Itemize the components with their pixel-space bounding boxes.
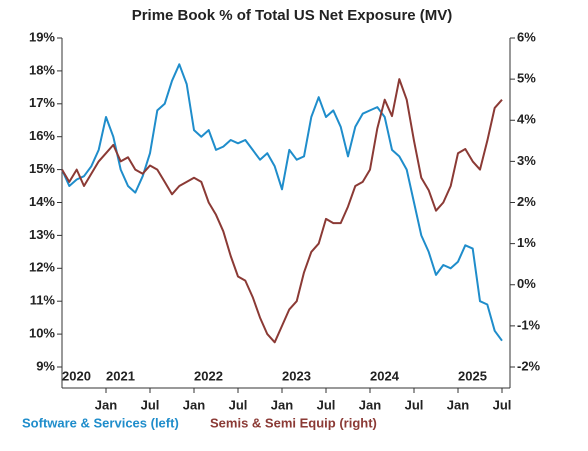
year-label: 2022	[194, 368, 223, 383]
legend-label: Semis & Semi Equip (right)	[210, 415, 377, 430]
y-tick-label: 15%	[29, 161, 55, 176]
y-tick-label: 11%	[30, 293, 56, 308]
x-tick-label: Jul	[493, 397, 512, 412]
year-label: 2021	[106, 368, 135, 383]
y2-tick-label: -1%	[517, 317, 541, 332]
y2-tick-label: 5%	[517, 71, 536, 86]
x-tick-label: Jan	[271, 397, 293, 412]
y-tick-label: 16%	[29, 128, 55, 143]
year-label: 2025	[458, 368, 487, 383]
x-tick-label: Jul	[405, 397, 424, 412]
x-tick-label: Jul	[141, 397, 160, 412]
y-tick-label: 19%	[29, 29, 55, 44]
y-tick-label: 18%	[29, 62, 55, 77]
series-line	[61, 63, 503, 342]
y2-tick-label: 0%	[517, 276, 536, 291]
y-tick-label: 12%	[29, 260, 55, 275]
chart-title: Prime Book % of Total US Net Exposure (M…	[132, 7, 453, 24]
y2-tick-label: 2%	[517, 194, 536, 209]
y-tick-label: 17%	[29, 95, 55, 110]
series-line	[61, 78, 503, 344]
y-tick-label: 13%	[29, 227, 55, 242]
y-tick-label: 10%	[29, 326, 55, 341]
year-label: 2024	[370, 368, 400, 383]
x-tick-label: Jan	[447, 397, 469, 412]
x-tick-label: Jan	[95, 397, 117, 412]
y2-tick-label: 3%	[517, 153, 536, 168]
year-label: 2023	[282, 368, 311, 383]
y2-tick-label: 1%	[517, 235, 536, 250]
x-tick-label: Jan	[359, 397, 381, 412]
y2-tick-label: 6%	[517, 29, 536, 44]
y-tick-label: 14%	[29, 194, 55, 209]
y2-tick-label: -2%	[517, 358, 541, 373]
x-tick-label: Jul	[317, 397, 336, 412]
x-tick-label: Jul	[229, 397, 248, 412]
legend-label: Software & Services (left)	[22, 415, 179, 430]
year-label: 2020	[62, 368, 91, 383]
x-tick-label: Jan	[183, 397, 205, 412]
y2-tick-label: 4%	[517, 112, 536, 127]
y-tick-label: 9%	[36, 358, 55, 373]
